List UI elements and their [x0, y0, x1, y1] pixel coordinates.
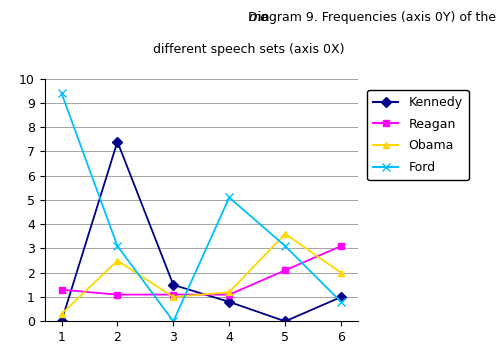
Text: Diagram 9. Frequencies (axis 0Y) of the personal pronoun: Diagram 9. Frequencies (axis 0Y) of the …	[248, 11, 497, 24]
Text: Diagram 9. Frequencies (axis 0Y) of the personal pronoun: Diagram 9. Frequencies (axis 0Y) of the …	[0, 356, 1, 357]
Text: Diagram 9. Frequencies (axis 0Y) of the personal pronoun me  in: Diagram 9. Frequencies (axis 0Y) of the …	[0, 356, 1, 357]
Text: me: me	[249, 11, 269, 24]
Text: different speech sets (axis 0X): different speech sets (axis 0X)	[153, 43, 344, 56]
Legend: Kennedy, Reagan, Obama, Ford: Kennedy, Reagan, Obama, Ford	[367, 90, 469, 180]
Text: me: me	[0, 356, 1, 357]
Text: in: in	[250, 11, 269, 24]
